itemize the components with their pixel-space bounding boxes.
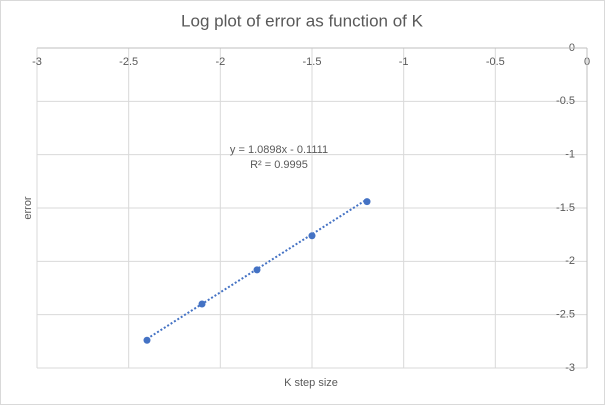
- trendline: [146, 198, 368, 340]
- y-tick-label: -2.5: [556, 309, 575, 321]
- y-tick-label: -2: [565, 255, 575, 267]
- data-point: [363, 198, 371, 206]
- y-tick-label: -1: [565, 149, 575, 161]
- y-axis-title: error: [22, 196, 34, 220]
- chart-title: Log plot of error as function of K: [181, 11, 424, 30]
- x-tick-label: -0.5: [486, 56, 505, 68]
- y-tick-label: -0.5: [556, 95, 575, 107]
- data-point: [308, 232, 316, 240]
- y-tick-label: -3: [565, 362, 575, 374]
- y-tick-label: -1.5: [556, 202, 575, 214]
- x-tick-label: -1: [399, 56, 409, 68]
- x-tick-label: -2: [215, 56, 225, 68]
- data-point: [253, 266, 261, 274]
- trendline-r2: R² = 0.9995: [250, 159, 308, 171]
- x-tick-label: -2.5: [119, 56, 138, 68]
- x-tick-label: -1.5: [303, 56, 322, 68]
- data-point: [143, 336, 151, 344]
- x-axis-title: K step size: [284, 377, 338, 389]
- trendline-equation: y = 1.0898x - 0.1111: [230, 144, 328, 156]
- data-point: [198, 300, 206, 308]
- x-tick-label: -3: [32, 56, 42, 68]
